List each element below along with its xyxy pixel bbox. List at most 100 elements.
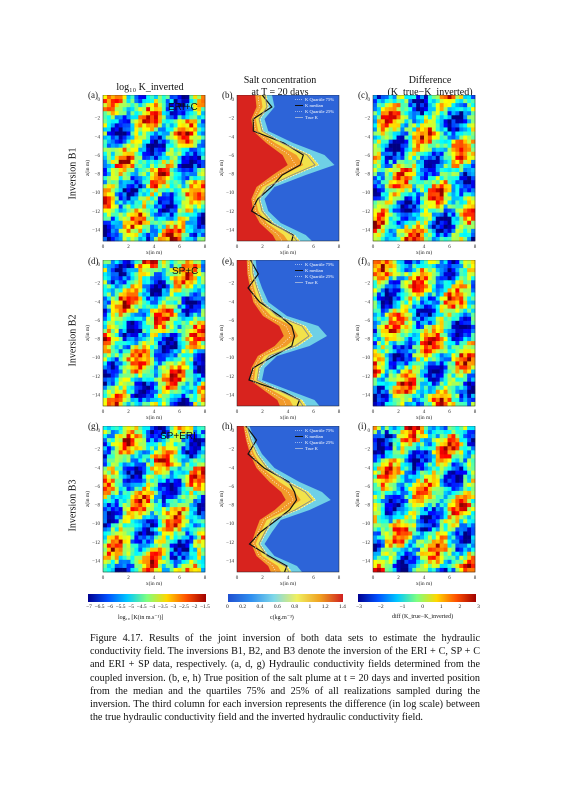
z-axis-label: z(in m)	[354, 325, 361, 341]
heatmap-cell	[146, 507, 151, 512]
heatmap-cell	[412, 232, 417, 238]
heatmap-cell	[373, 200, 378, 205]
heatmap-cell	[161, 224, 167, 230]
heatmap-cell	[384, 95, 389, 100]
heatmap-cell	[392, 232, 397, 238]
heatmap-cell	[118, 357, 123, 362]
heatmap-cell	[435, 320, 440, 326]
z-tick: −14	[362, 393, 370, 398]
heatmap-cell	[380, 312, 386, 318]
heatmap-cell	[118, 494, 123, 500]
heatmap-cell	[439, 107, 444, 112]
heatmap-cell	[185, 482, 190, 488]
row-label-b1: Inversion B1	[67, 147, 79, 200]
heatmap-cell	[122, 507, 127, 512]
heatmap-cell	[416, 159, 421, 165]
heatmap-cell	[173, 272, 178, 277]
heatmap-cell	[177, 159, 182, 165]
heatmap-cell	[122, 212, 127, 217]
heatmap-cell	[185, 196, 190, 201]
heatmap-cell	[161, 296, 167, 301]
heatmap-cell	[427, 345, 433, 350]
heatmap-cell	[392, 361, 397, 366]
heatmap-cell	[157, 316, 163, 322]
heatmap-cell	[114, 369, 119, 374]
heatmap-cell	[455, 103, 460, 108]
heatmap-cell	[177, 95, 182, 100]
heatmap-cell	[384, 204, 389, 209]
heatmap-cell	[150, 369, 155, 374]
heatmap-cell	[165, 337, 170, 342]
heatmap-cell	[114, 373, 119, 378]
heatmap-cell	[185, 208, 190, 213]
heatmap-cell	[177, 184, 182, 189]
heatmap-cell	[154, 304, 159, 309]
heatmap-cell	[173, 535, 178, 540]
heatmap-cell	[396, 135, 401, 140]
heatmap-cell	[118, 341, 123, 346]
heatmap-cell	[427, 143, 433, 149]
heatmap-cell	[443, 103, 448, 108]
heatmap-cell	[431, 188, 437, 193]
heatmap-cell	[118, 474, 123, 480]
heatmap-cell	[193, 535, 198, 540]
heatmap-cell	[169, 308, 174, 314]
heatmap-cell	[376, 163, 382, 169]
heatmap-cell	[106, 123, 112, 128]
heatmap-cell	[126, 515, 131, 520]
heatmap-cell	[165, 381, 170, 387]
heatmap-cell	[416, 220, 421, 226]
heatmap-cell	[103, 385, 108, 391]
heatmap-cell	[114, 168, 119, 173]
heatmap-cell	[150, 559, 155, 565]
heatmap-cell	[177, 131, 182, 136]
heatmap-cell	[146, 519, 151, 524]
heatmap-cell	[463, 320, 468, 326]
heatmap-cell	[459, 184, 464, 189]
heatmap-cell	[197, 268, 202, 273]
heatmap-cell	[118, 143, 123, 149]
heatmap-cell	[455, 188, 460, 193]
heatmap-cell	[138, 135, 143, 140]
heatmap-cell	[201, 531, 206, 536]
heatmap-cell	[201, 320, 206, 326]
heatmap-cell	[463, 236, 468, 242]
heatmap-cell	[400, 357, 405, 362]
heatmap-cell	[400, 341, 405, 346]
heatmap-cell	[388, 320, 393, 326]
heatmap-cell	[122, 369, 127, 374]
heatmap-cell	[142, 377, 147, 382]
heatmap-cell	[118, 547, 123, 553]
heatmap-cell	[467, 385, 472, 391]
heatmap-cell	[439, 393, 444, 399]
heatmap-cell	[103, 519, 108, 524]
heatmap-cell	[146, 260, 151, 265]
heatmap-cell	[110, 196, 116, 201]
heatmap-cell	[114, 151, 119, 157]
heatmap-cell	[459, 316, 464, 322]
heatmap-cell	[142, 107, 147, 112]
heatmap-cell	[169, 377, 174, 382]
quartile-75-curve	[247, 426, 317, 573]
heatmap-cell	[177, 296, 182, 301]
heatmap-cell	[106, 397, 112, 403]
heatmap-cell	[150, 172, 155, 177]
heatmap-cell	[201, 377, 206, 382]
heatmap-cell	[161, 159, 167, 165]
heatmap-cell	[424, 123, 429, 128]
heatmap-cell	[114, 176, 119, 181]
heatmap-cell	[471, 296, 476, 301]
heatmap-cell	[388, 353, 393, 358]
heatmap-cell	[435, 224, 440, 230]
heatmap-cell	[420, 393, 425, 399]
heatmap-cell	[376, 119, 382, 124]
heatmap-cell	[173, 143, 178, 149]
heatmap-cell	[154, 99, 159, 104]
heatmap-cell	[122, 111, 127, 116]
heatmap-cell	[142, 494, 147, 500]
heatmap-cell	[181, 115, 186, 120]
heatmap-cell	[165, 176, 170, 181]
heatmap-cell	[157, 188, 163, 193]
heatmap-cell	[447, 155, 452, 161]
heatmap-cell	[177, 147, 182, 153]
